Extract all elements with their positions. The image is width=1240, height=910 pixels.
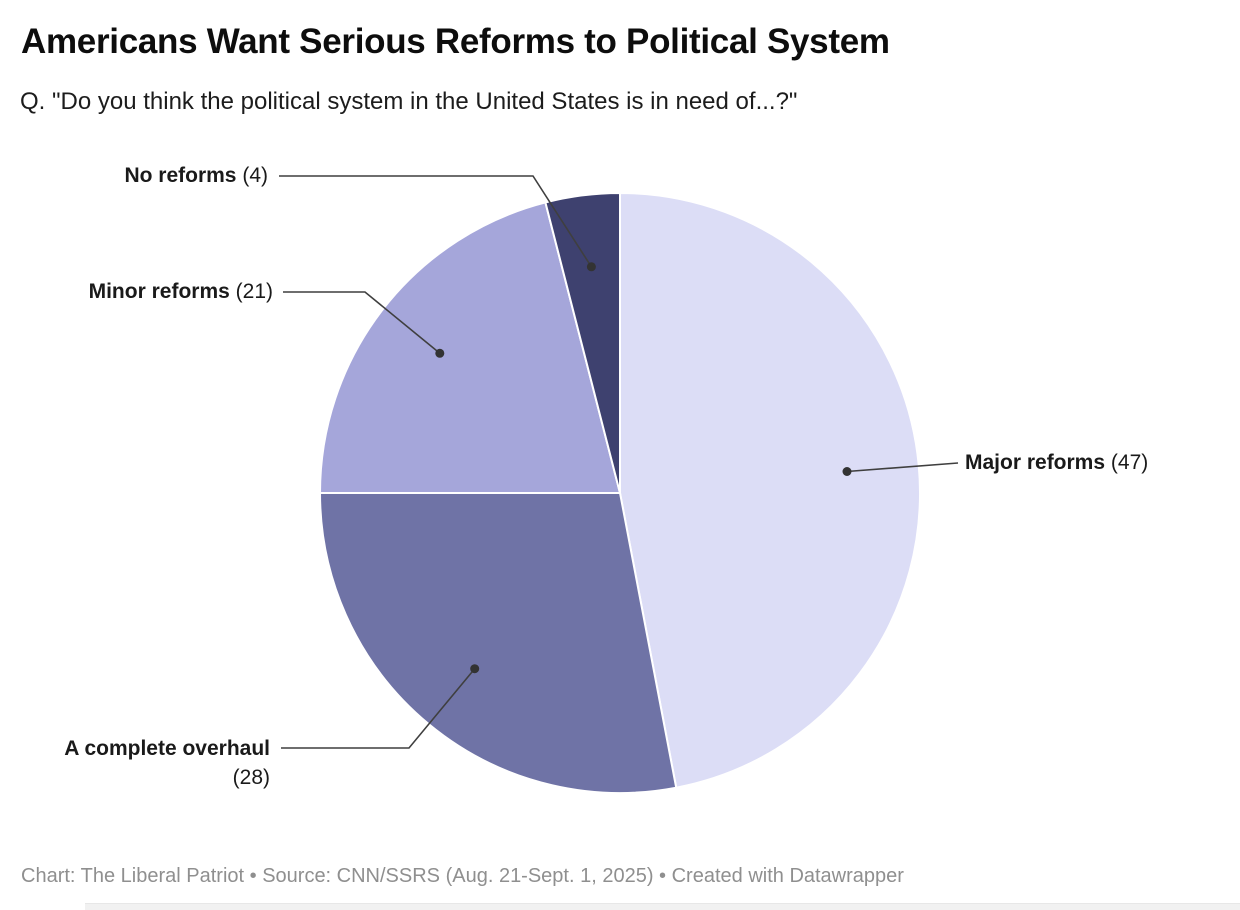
pie-label-major-reforms: Major reforms (47) [965,449,1148,477]
pie-label-name: A complete overhaul [64,737,270,760]
pie-label-name: No reforms [124,164,237,187]
chart-subtitle: Q. "Do you think the political system in… [20,88,798,115]
leader-line [283,291,441,354]
leader-line [281,668,476,749]
leader-dot [435,348,445,358]
pie-label-name: Major reforms [965,451,1106,474]
pie-slice-major-reforms[interactable] [619,192,922,789]
pie-label-minor-reforms: Minor reforms (21) [43,278,273,306]
leader-dot [470,664,480,674]
pie-label-value: (47) [1110,451,1149,474]
pie-label-no-reforms: No reforms (4) [38,162,268,190]
pie-label-value: (4) [242,164,268,187]
leader-dot [842,467,852,476]
pie-label-name: Minor reforms [88,280,230,303]
pie-label-value: (21) [235,280,273,303]
pie-slice-no-reforms[interactable] [544,192,621,494]
leader-dot [586,262,596,272]
pie-label-complete-overhaul: A complete overhaul (28) [40,734,270,792]
leader-line [846,462,959,473]
pie-slice-minor-reforms[interactable] [319,201,621,494]
attribution-line: Chart: The Liberal Patriot • Source: CNN… [21,865,904,887]
pie-label-value: (28) [232,766,270,789]
embed-bottom-strip [85,903,1240,910]
chart-title: Americans Want Serious Reforms to Politi… [21,22,890,61]
leader-line [279,175,593,268]
